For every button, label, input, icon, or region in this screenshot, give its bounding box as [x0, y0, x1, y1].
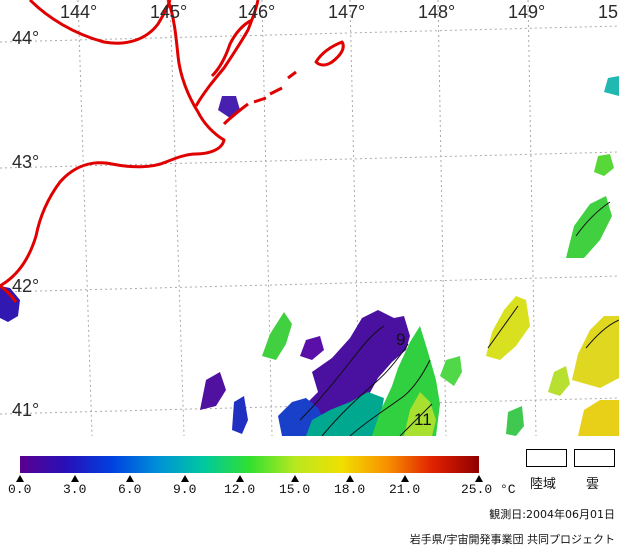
tick-mark-15 [291, 475, 299, 482]
sst-patch-cyan-east [604, 76, 619, 96]
coastline-hokkaido [0, 0, 226, 288]
sst-patch-green-east-1 [566, 196, 612, 258]
sst-contours [299, 201, 619, 436]
tick-mark-9 [181, 475, 189, 482]
lon-label-149: 149° [508, 2, 546, 22]
sst-patch-green-small [440, 356, 462, 386]
contour-line [487, 305, 519, 349]
sst-patch-yellow-east-2 [572, 316, 619, 388]
meridian-145 [169, 0, 185, 436]
lon-label-148: 148° [418, 2, 456, 22]
land-swatch [526, 449, 567, 467]
coastline [0, 0, 345, 303]
sst-patch-yellowgreen-east [548, 366, 570, 396]
tick-mark-0 [16, 475, 24, 482]
land-label: 陸域 [530, 477, 557, 492]
sst-patch-teal [306, 392, 384, 436]
tick-mark-18 [346, 475, 354, 482]
observation-date: 観測日:2004年06月01日 [489, 508, 615, 521]
meridian-146 [261, 0, 273, 436]
contour-line [321, 343, 409, 436]
sst-patch-yellowgreen [404, 392, 436, 436]
tick-label-3: 3.0 [63, 482, 87, 497]
sst-patch-purple-small [300, 336, 324, 360]
parallel-41 [0, 397, 619, 415]
tick-label-25: 25.0 [461, 482, 493, 497]
contour-line [299, 325, 385, 421]
tick-mark-12 [236, 475, 244, 482]
sst-patch-blue-west [232, 396, 248, 434]
lat-label-42: 42° [12, 276, 40, 296]
tick-mark-6 [126, 475, 134, 482]
lon-label-147: 147° [328, 2, 366, 22]
tick-mark-25 [475, 475, 483, 482]
lon-label-146: 146° [238, 2, 276, 22]
lon-label-144: 144° [60, 2, 98, 22]
credit-line: 岩手県/宇宙開発事業団 共同プロジェクト [409, 533, 615, 546]
sst-patch-blue-coast [0, 286, 20, 322]
meridian-144 [77, 0, 93, 436]
cloud-label: 雲 [586, 477, 600, 492]
lat-label-41: 41° [12, 400, 40, 420]
cloud-swatch [574, 449, 615, 467]
lon-label-150: 15 [598, 2, 619, 22]
sst-patch-yellow-east-3 [578, 400, 619, 436]
contour-label-9: 9 [396, 330, 406, 349]
tick-label-9: 9.0 [173, 482, 197, 497]
contour-line [585, 319, 619, 349]
sst-patch-yellow-east-1 [486, 296, 530, 360]
tick-label-15: 15.0 [279, 482, 311, 497]
tick-mark-3 [71, 475, 79, 482]
meridian-149 [527, 0, 537, 436]
lon-label-145: 145° [150, 2, 188, 22]
lat-label-43: 43° [12, 152, 40, 172]
parallel-43 [0, 151, 619, 169]
unit-label: °C [500, 482, 516, 497]
tick-label-0: 0.0 [8, 482, 32, 497]
contour-line [575, 201, 611, 237]
sst-patch-blue-north [218, 96, 240, 118]
sst-patch-green-east-3 [506, 406, 524, 436]
parallel-44 [0, 25, 619, 43]
sst-patch-purple-west [200, 372, 226, 410]
sst-map: 144° 145° 146° 147° 148° 149° 15 44° 43°… [0, 0, 619, 436]
coastline-cape [0, 284, 18, 303]
sst-patch-green-east-2 [594, 154, 614, 176]
lat-label-44: 44° [12, 28, 40, 48]
parallel-42 [0, 275, 619, 293]
coastline-shiretoko [194, 0, 260, 107]
colorbar-fill [20, 456, 479, 473]
map-canvas [0, 0, 619, 436]
contour-line [399, 403, 433, 436]
tick-label-12: 12.0 [224, 482, 256, 497]
coastline-shikotan [222, 102, 249, 126]
coastline-iturup [314, 40, 345, 67]
graticule [0, 0, 619, 436]
tick-label-18: 18.0 [334, 482, 366, 497]
tick-mark-21 [401, 475, 409, 482]
sst-patches [0, 76, 619, 436]
legend: 0.0 3.0 6.0 9.0 12.0 15.0 18.0 21.0 25.0… [0, 436, 619, 546]
coastline-kunashiri [210, 18, 253, 78]
coastline-habomai [253, 70, 297, 104]
temperature-colorbar [20, 456, 479, 473]
sst-patch-green-strip [262, 312, 292, 360]
contour-label-11: 11 [414, 410, 432, 429]
tick-label-21: 21.0 [389, 482, 421, 497]
contour-line [349, 359, 431, 436]
tick-label-6: 6.0 [118, 482, 142, 497]
sst-patch-purple-center [300, 310, 410, 436]
